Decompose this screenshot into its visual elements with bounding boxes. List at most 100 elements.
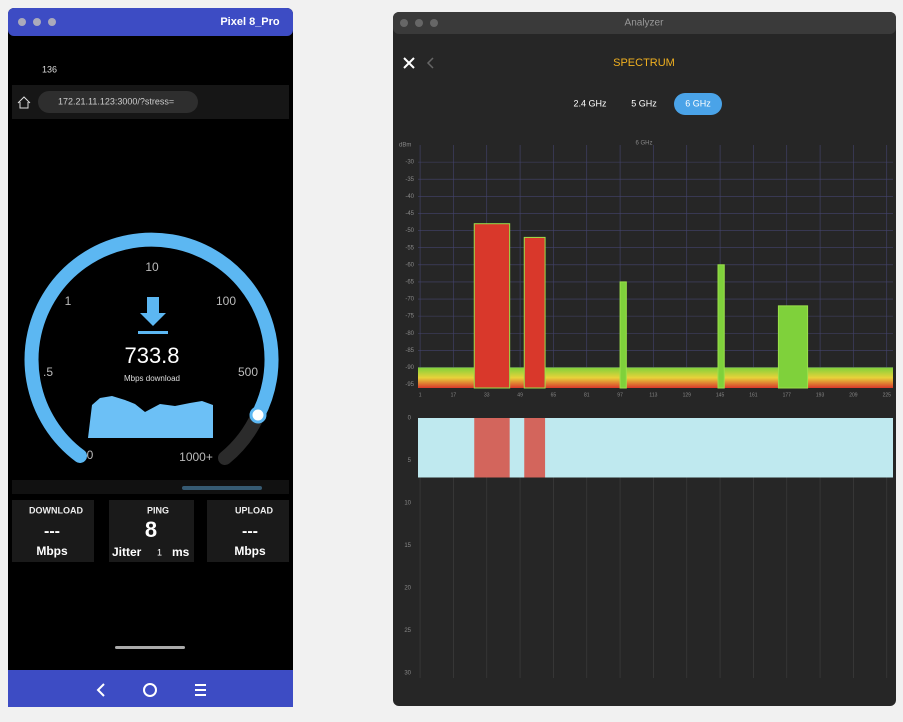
signal — [523, 236, 546, 389]
speed-value: 733.8 — [124, 343, 179, 368]
card-value: --- — [44, 523, 60, 540]
y-tick-label: -95 — [405, 382, 414, 388]
y-tick-label: -65 — [405, 279, 414, 285]
back-button[interactable] — [426, 57, 434, 69]
card-unit: ms — [172, 545, 190, 559]
y-unit: dBm — [399, 143, 411, 149]
card-label: PING — [147, 505, 169, 515]
window-button[interactable] — [415, 19, 423, 27]
band-tab[interactable]: 5 GHz — [631, 98, 657, 108]
x-tick-label: 97 — [617, 392, 623, 398]
window-title: Pixel 8_Pro — [220, 16, 280, 28]
y-tick-label: -75 — [405, 314, 414, 320]
waterfall-tick-label: 15 — [404, 543, 411, 549]
band-label: 6 GHz — [635, 141, 652, 147]
card-label: UPLOAD — [235, 505, 274, 515]
card — [207, 500, 289, 562]
gauge-label: 1 — [65, 294, 72, 308]
window-title: Analyzer — [625, 18, 665, 29]
view-title: SPECTRUM — [613, 57, 675, 69]
waterfall-tick-label: 30 — [404, 671, 411, 677]
url: 172.21.11.123:3000/?stress= — [58, 96, 174, 106]
y-tick-label: -55 — [405, 245, 414, 251]
x-tick-label: 113 — [649, 392, 657, 398]
spectrum-chart: dBm 6 GHz -30 -35 -40 -45 -50 -55 -60 -65 -70 -75 -8… — [399, 141, 893, 678]
nav-home[interactable] — [143, 683, 157, 697]
x-tick-label: 17 — [451, 392, 457, 398]
x-tick-label: 129 — [683, 392, 692, 398]
gauge-label: 100 — [216, 294, 236, 308]
phone-titlebar — [8, 8, 293, 36]
y-tick-label: -40 — [405, 194, 414, 200]
speed-caption: Mbps download — [124, 374, 180, 383]
divider — [12, 480, 289, 494]
x-tick-label: 65 — [551, 392, 557, 398]
gauge-label: .5 — [43, 365, 53, 379]
nav-menu[interactable] — [195, 684, 206, 696]
download-icon — [140, 297, 166, 326]
window-button[interactable] — [400, 19, 408, 27]
x-tick-label: 81 — [584, 392, 590, 398]
window-button[interactable] — [33, 18, 41, 26]
band-tab[interactable]: 2.4 GHz — [573, 98, 607, 108]
status-time: 136 — [42, 64, 57, 74]
x-tick-label: 193 — [816, 392, 825, 398]
band-tab[interactable]: 6 GHz — [685, 98, 711, 108]
card-unit: Mbps — [36, 544, 68, 558]
gauge-label: 1000+ — [179, 450, 213, 464]
x-tick-label: 209 — [849, 392, 858, 398]
waterfall-signal — [474, 418, 510, 478]
gauge-label: 0 — [87, 448, 94, 462]
analyzer-window: Analyzer SPECTRUM 2.4 GHz 5 GHz 6 GHz dBm 6… — [393, 12, 896, 706]
waterfall-tick-label: 5 — [408, 458, 412, 464]
window-button[interactable] — [48, 18, 56, 26]
home-icon[interactable] — [17, 96, 31, 109]
y-tick-label: -50 — [405, 228, 414, 234]
card-label: DOWNLOAD — [29, 505, 83, 515]
gauge-label: 10 — [145, 260, 159, 274]
waterfall-signal — [524, 418, 546, 478]
y-tick-label: -30 — [405, 160, 414, 166]
signal — [717, 264, 725, 389]
gauge-knob — [249, 406, 267, 424]
signal — [473, 223, 511, 389]
card-value: 8 — [145, 517, 157, 542]
waterfall-tick-label: 20 — [404, 586, 411, 592]
speed-history — [88, 396, 213, 438]
x-tick-label: 1 — [419, 392, 422, 398]
waterfall-tick-label: 0 — [408, 416, 412, 422]
window-button[interactable] — [430, 19, 438, 27]
nav-back[interactable] — [96, 683, 105, 697]
y-tick-label: -60 — [405, 262, 414, 268]
jitter-value: 1 — [157, 547, 162, 557]
y-tick-label: -90 — [405, 365, 414, 371]
card-unit: Mbps — [234, 544, 266, 558]
signal — [777, 305, 809, 389]
gauge-label: 500 — [238, 365, 258, 379]
band-tab-selected[interactable] — [674, 93, 722, 115]
waterfall-tick-label: 10 — [404, 501, 411, 507]
gesture-bar — [115, 646, 185, 649]
y-tick-label: -80 — [405, 331, 414, 337]
card — [12, 500, 94, 562]
close-button[interactable] — [403, 57, 415, 69]
gauge-arc — [24, 232, 279, 463]
x-tick-label: 145 — [716, 392, 725, 398]
x-tick-label: 161 — [749, 392, 758, 398]
card-value: --- — [242, 523, 258, 540]
cards: DOWNLOAD --- Mbps PING 8 Jitter 1 ms UPL… — [12, 500, 289, 562]
x-tick-label: 49 — [517, 392, 523, 398]
y-tick-label: -35 — [405, 177, 414, 183]
download-icon-bar — [138, 331, 168, 334]
url-field[interactable] — [38, 91, 198, 113]
x-tick-label: 177 — [783, 392, 792, 398]
window-button[interactable] — [18, 18, 26, 26]
phone-window: Pixel 8_Pro 136 172.21.11.123:3000/?stre… — [8, 8, 293, 707]
card — [109, 500, 194, 562]
y-tick-label: -45 — [405, 211, 414, 217]
x-tick-label: 33 — [484, 392, 490, 398]
signal — [619, 281, 627, 389]
analyzer-frame — [393, 12, 896, 706]
